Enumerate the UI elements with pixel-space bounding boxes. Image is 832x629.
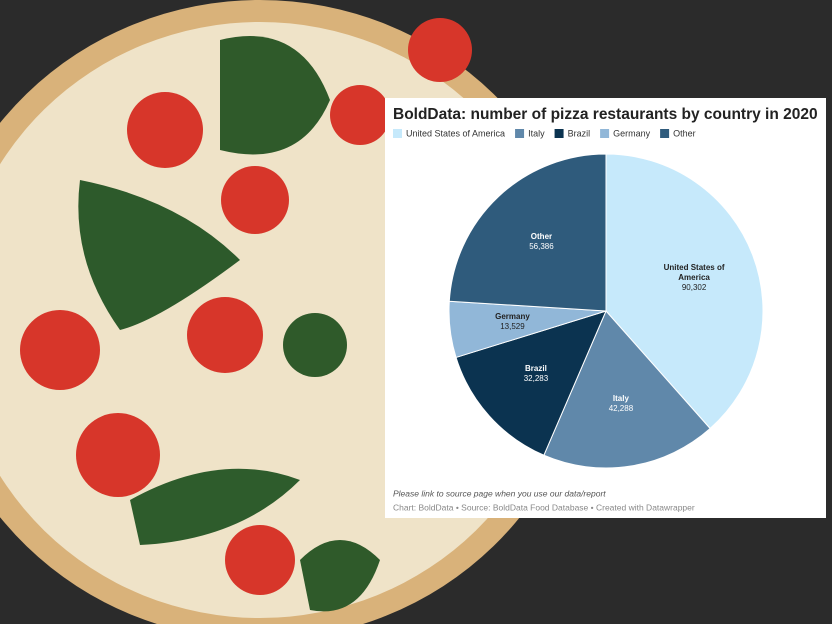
slice-label-box: United States of America 90,302 [654, 258, 734, 298]
legend-swatch [515, 129, 525, 138]
legend-swatch [393, 129, 402, 138]
slice-label-box: Brazil 32,283 [496, 354, 576, 394]
slice-value: 32,283 [523, 373, 549, 383]
pie-slice [543, 310, 711, 469]
legend-label: Other [673, 128, 696, 138]
slice-category: Brazil [525, 363, 547, 373]
legend-swatch [660, 129, 670, 138]
slice-value: 90,302 [681, 282, 707, 292]
legend-label: United States of America [406, 128, 505, 138]
pie-slice [605, 153, 764, 430]
slice-value: 13,529 [500, 322, 525, 332]
slice-label-box: Germany 13,529 [472, 302, 552, 342]
note: Please link to source page when you use … [393, 488, 606, 498]
legend-label: Brazil [568, 128, 591, 138]
legend-label: Germany [613, 128, 651, 138]
slice-category: Germany [495, 312, 530, 322]
slice-category: Italy [612, 394, 629, 403]
slice-value: 42,288 [608, 404, 634, 413]
pie-slice [455, 310, 607, 456]
source: Chart: BoldData • Source: BoldData Food … [393, 502, 695, 512]
slice-label-box: Other 56,386 [501, 222, 581, 262]
pie-slice [448, 153, 607, 312]
legend-swatch [554, 129, 564, 138]
slice-category: Other [530, 232, 553, 242]
slice-label-box: Italy 42,288 [581, 384, 661, 424]
legend-swatch [600, 129, 610, 138]
slice-value: 56,386 [529, 242, 554, 252]
chart-title: BoldData: number of pizza restaurants by… [393, 106, 818, 123]
slice-category: United States of America [663, 262, 725, 282]
legend-label: Italy [528, 128, 545, 138]
